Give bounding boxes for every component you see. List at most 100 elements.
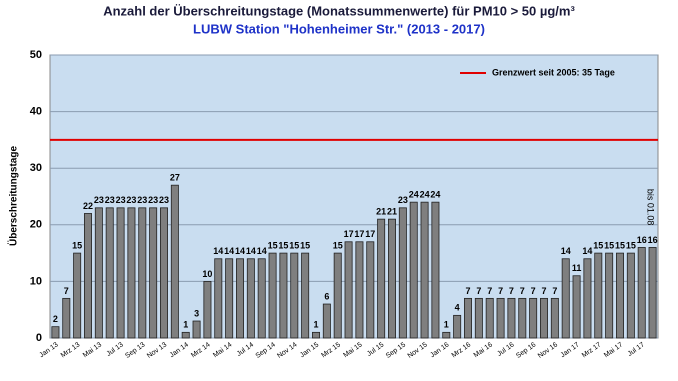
bar <box>485 297 494 339</box>
bar <box>529 297 538 339</box>
bar <box>572 275 581 339</box>
value-label: 2 <box>53 314 58 324</box>
x-tick-label: Sep 13 <box>124 341 146 360</box>
bar <box>474 297 483 339</box>
value-label: 7 <box>476 286 481 296</box>
bar <box>355 241 364 339</box>
x-tick-label: Mai 16 <box>473 341 494 359</box>
value-label: 17 <box>354 229 364 239</box>
y-tick-label: 0 <box>36 332 42 344</box>
bar <box>605 252 614 339</box>
bar <box>203 280 212 339</box>
x-tick-label: Nov 15 <box>407 341 429 360</box>
value-label: 14 <box>582 246 592 256</box>
value-label: 15 <box>615 240 625 250</box>
value-label: 15 <box>604 240 614 250</box>
y-tick-label: 50 <box>30 49 42 61</box>
value-label: 23 <box>137 195 147 205</box>
value-label: 6 <box>324 291 329 301</box>
bar <box>257 258 266 339</box>
x-tick-label: Nov 16 <box>537 341 559 360</box>
x-tick-label: Mai 13 <box>82 341 103 359</box>
bar <box>94 207 103 339</box>
value-label: 16 <box>637 235 647 245</box>
bar <box>561 258 570 339</box>
annotation: bis 01.08 <box>646 189 656 226</box>
x-tick-label: Jul 16 <box>496 341 515 358</box>
x-tick-label: Sep 16 <box>515 341 537 360</box>
value-label: 23 <box>148 195 158 205</box>
bar <box>290 252 299 339</box>
value-label: 14 <box>257 246 267 256</box>
value-label: 7 <box>64 286 69 296</box>
value-label: 7 <box>541 286 546 296</box>
legend-label: Grenzwert seit 2005: 35 Tage <box>492 67 615 77</box>
bar <box>377 218 386 339</box>
value-label: 23 <box>105 195 115 205</box>
value-label: 15 <box>278 240 288 250</box>
x-tick-label: Jan 16 <box>429 341 450 359</box>
y-tick-label: 40 <box>30 106 42 118</box>
value-label: 15 <box>626 240 636 250</box>
x-tick-label: Nov 13 <box>146 341 168 360</box>
value-label: 1 <box>444 320 449 330</box>
value-label: 10 <box>202 269 212 279</box>
value-label: 24 <box>409 190 419 200</box>
value-label: 15 <box>72 240 82 250</box>
x-tick-label: Mrz 16 <box>451 341 473 359</box>
value-label: 14 <box>224 246 234 256</box>
bar <box>333 252 342 339</box>
bar <box>73 252 82 339</box>
value-label: 7 <box>498 286 503 296</box>
bar <box>214 258 223 339</box>
x-tick-label: Jul 14 <box>236 341 255 358</box>
value-label: 7 <box>552 286 557 296</box>
x-tick-label: Jul 17 <box>627 341 646 358</box>
bar <box>464 297 472 339</box>
bar <box>626 252 635 339</box>
value-label: 15 <box>268 240 278 250</box>
value-label: 22 <box>83 201 93 211</box>
value-label: 7 <box>465 286 470 296</box>
bar <box>192 320 201 339</box>
x-tick-label: Nov 14 <box>276 341 298 360</box>
bar <box>268 252 277 339</box>
value-label: 14 <box>246 246 256 256</box>
value-label: 14 <box>561 246 571 256</box>
bar <box>160 207 168 339</box>
bar <box>409 201 418 339</box>
bar <box>84 213 92 339</box>
value-label: 17 <box>344 229 354 239</box>
bar <box>637 247 646 339</box>
bar <box>366 241 375 339</box>
x-tick-label: Mrz 13 <box>60 341 82 359</box>
value-label: 23 <box>398 195 408 205</box>
value-label: 7 <box>531 286 536 296</box>
bar <box>594 252 603 339</box>
value-label: 7 <box>509 286 514 296</box>
bar <box>344 241 353 339</box>
value-label: 23 <box>126 195 136 205</box>
value-label: 15 <box>333 240 343 250</box>
chart-subtitle: LUBW Station "Hohenheimer Str." (2013 - … <box>193 21 485 36</box>
x-tick-label: Mai 17 <box>603 341 624 359</box>
bar <box>496 297 505 339</box>
bar <box>550 297 559 339</box>
bar <box>398 207 407 339</box>
value-label: 21 <box>376 207 386 217</box>
x-tick-label: Jan 13 <box>38 341 59 359</box>
value-label: 23 <box>159 195 169 205</box>
x-tick-label: Mrz 15 <box>320 341 342 359</box>
x-tick-label: Jan 17 <box>560 341 581 359</box>
x-tick-label: Mrz 14 <box>190 341 212 359</box>
value-label: 1 <box>313 320 318 330</box>
value-label: 15 <box>289 240 299 250</box>
bar <box>181 331 190 339</box>
x-tick-label: Mrz 17 <box>581 341 603 359</box>
bar <box>583 258 592 339</box>
x-tick-label: Sep 15 <box>385 341 407 360</box>
bar <box>149 207 158 339</box>
x-tick-label: Jan 14 <box>169 341 190 359</box>
